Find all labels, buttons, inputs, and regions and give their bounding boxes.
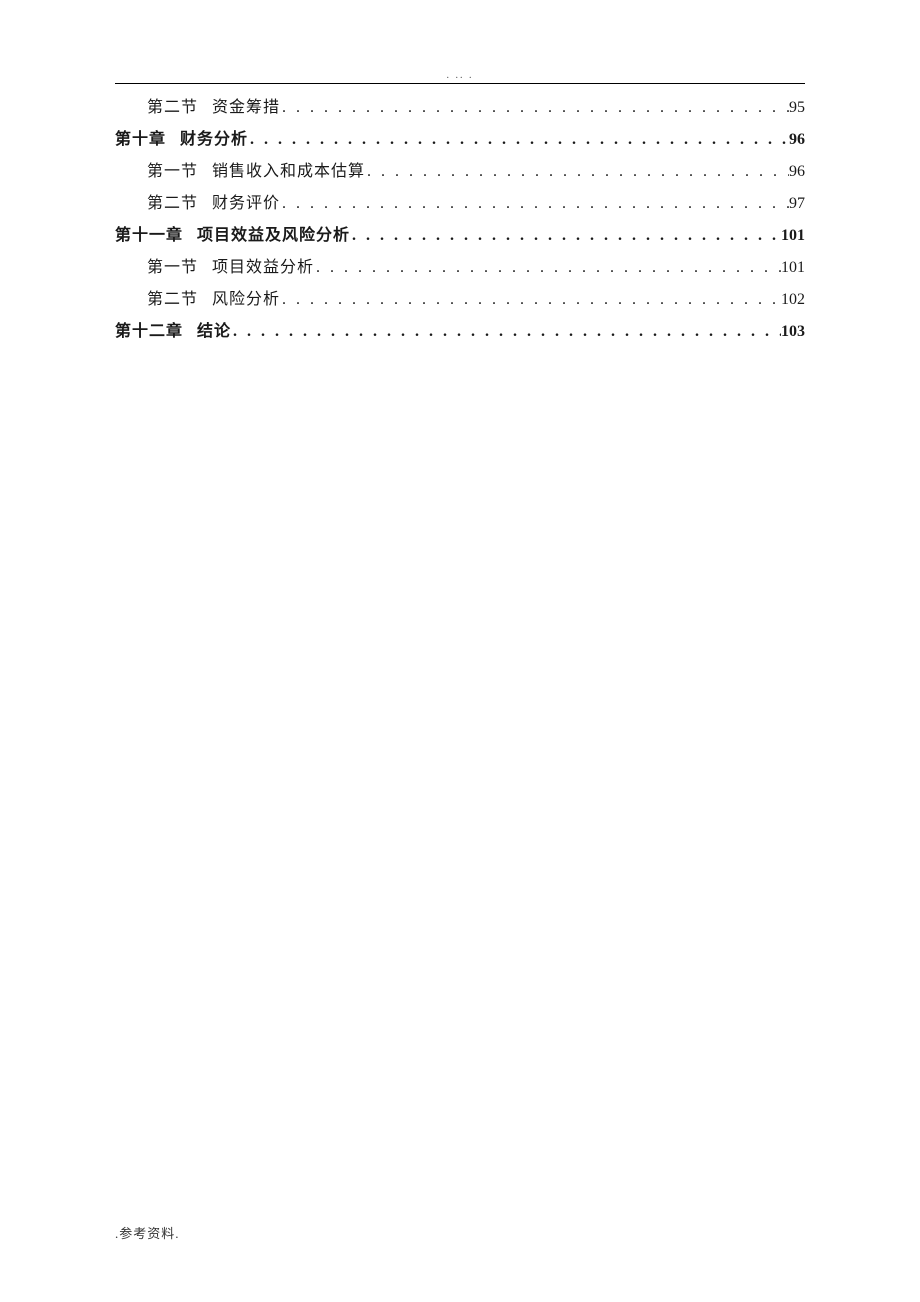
header-rule xyxy=(115,83,805,84)
toc-entry: 第二节风险分析. . . . . . . . . . . . . . . . .… xyxy=(115,284,805,316)
toc-title: 销售收入和成本估算 xyxy=(212,156,365,188)
toc-page-number: 101 xyxy=(781,220,805,252)
toc-leader-dots: . . . . . . . . . . . . . . . . . . . . … xyxy=(280,284,781,316)
toc-page-number: 96 xyxy=(789,156,805,188)
toc-page-number: 95 xyxy=(789,92,805,124)
toc-leader-dots: . . . . . . . . . . . . . . . . . . . . … xyxy=(350,220,781,252)
table-of-contents: 第二节资金筹措. . . . . . . . . . . . . . . . .… xyxy=(115,92,805,348)
toc-title: 风险分析 xyxy=(212,284,280,316)
toc-label: 第十章 xyxy=(115,124,166,156)
toc-entry: 第十章财务分析. . . . . . . . . . . . . . . . .… xyxy=(115,124,805,156)
toc-entry: 第十一章项目效益及风险分析. . . . . . . . . . . . . .… xyxy=(115,220,805,252)
toc-leader-dots: . . . . . . . . . . . . . . . . . . . . … xyxy=(280,92,789,124)
toc-title: 项目效益分析 xyxy=(212,252,314,284)
toc-leader-dots: . . . . . . . . . . . . . . . . . . . . … xyxy=(314,252,781,284)
toc-title: 资金筹措 xyxy=(212,92,280,124)
toc-title: 财务评价 xyxy=(212,188,280,220)
document-page: . .. . 第二节资金筹措. . . . . . . . . . . . . … xyxy=(115,70,805,348)
toc-label: 第一节 xyxy=(147,156,198,188)
toc-page-number: 97 xyxy=(789,188,805,220)
toc-entry: 第一节销售收入和成本估算. . . . . . . . . . . . . . … xyxy=(115,156,805,188)
toc-title: 项目效益及风险分析 xyxy=(197,220,350,252)
toc-label: 第十二章 xyxy=(115,316,183,348)
toc-title: 财务分析 xyxy=(180,124,248,156)
toc-leader-dots: . . . . . . . . . . . . . . . . . . . . … xyxy=(231,316,781,348)
toc-leader-dots: . . . . . . . . . . . . . . . . . . . . … xyxy=(248,124,789,156)
toc-leader-dots: . . . . . . . . . . . . . . . . . . . . … xyxy=(280,188,789,220)
toc-page-number: 102 xyxy=(781,284,805,316)
toc-label: 第一节 xyxy=(147,252,198,284)
toc-page-number: 103 xyxy=(781,316,805,348)
toc-entry: 第一节项目效益分析. . . . . . . . . . . . . . . .… xyxy=(115,252,805,284)
toc-page-number: 101 xyxy=(781,252,805,284)
toc-label: 第二节 xyxy=(147,188,198,220)
header-mark: . .. . xyxy=(115,70,805,81)
toc-label: 第二节 xyxy=(147,92,198,124)
toc-title: 结论 xyxy=(197,316,231,348)
toc-label: 第二节 xyxy=(147,284,198,316)
toc-label: 第十一章 xyxy=(115,220,183,252)
toc-entry: 第二节资金筹措. . . . . . . . . . . . . . . . .… xyxy=(115,92,805,124)
toc-entry: 第十二章结论. . . . . . . . . . . . . . . . . … xyxy=(115,316,805,348)
toc-page-number: 96 xyxy=(789,124,805,156)
toc-leader-dots: . . . . . . . . . . . . . . . . . . . . … xyxy=(365,156,789,188)
toc-entry: 第二节财务评价. . . . . . . . . . . . . . . . .… xyxy=(115,188,805,220)
footer-text: .参考资料. xyxy=(115,1223,180,1242)
